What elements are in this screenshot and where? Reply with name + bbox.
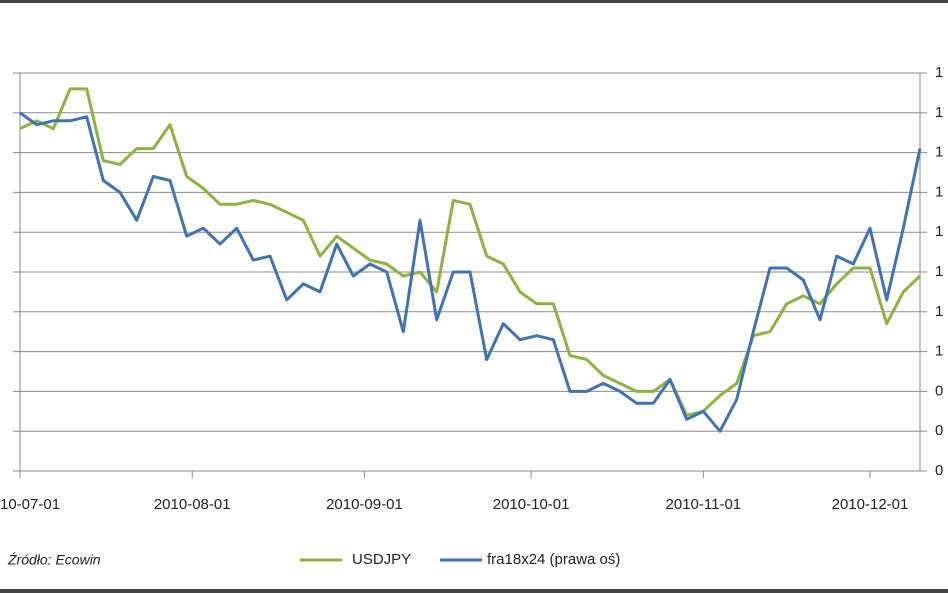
y2-tick-label: 1 bbox=[935, 223, 943, 240]
x-tick-label: 2010-08-01 bbox=[154, 496, 231, 513]
x-tick-label: 2010-09-01 bbox=[326, 496, 403, 513]
series-line bbox=[19, 111, 922, 433]
x-tick-label: 2010-12-01 bbox=[832, 496, 909, 513]
x-tick-label: 2010-11-01 bbox=[666, 496, 742, 513]
y2-tick-label: 1 bbox=[935, 183, 943, 200]
legend-label: fra18x24 (prawa oś) bbox=[487, 551, 620, 568]
legend-label: USDJPY bbox=[352, 551, 411, 568]
x-tick-label: 2010-10-01 bbox=[493, 496, 570, 513]
x-tick-label: 10-07-01 bbox=[0, 496, 60, 513]
top-border bbox=[0, 0, 948, 3]
bottom-border bbox=[0, 589, 948, 593]
y2-tick-label: 1 bbox=[935, 104, 943, 121]
y2-tick-label: 0 bbox=[935, 462, 943, 479]
y2-tick-label: 0 bbox=[935, 382, 943, 399]
y2-tick-label: 1 bbox=[935, 263, 943, 280]
y2-tick-label: 1 bbox=[935, 303, 943, 320]
series-line bbox=[19, 87, 922, 417]
source: Źródło: Ecowin bbox=[7, 552, 101, 568]
y2-tick-label: 0 bbox=[935, 422, 943, 439]
y2-tick-label: 1 bbox=[935, 64, 943, 81]
y2-tick-label: 1 bbox=[935, 343, 943, 360]
y2-tick-label: 1 bbox=[935, 144, 943, 161]
